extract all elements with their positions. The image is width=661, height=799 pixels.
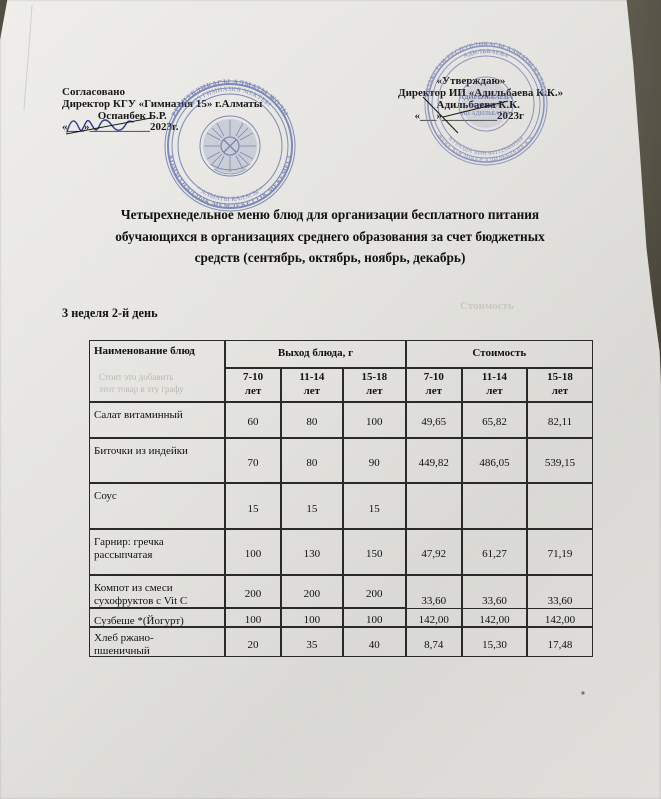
svg-text:АДИЛЬБАЕВА: АДИЛЬБАЕВА (463, 49, 510, 60)
svg-text:РЕСПУБЛИКАСЫ АЛМАТЫ ЖОЛЫ: РЕСПУБЛИКАСЫ АЛМАТЫ ЖОЛЫ (170, 78, 290, 118)
